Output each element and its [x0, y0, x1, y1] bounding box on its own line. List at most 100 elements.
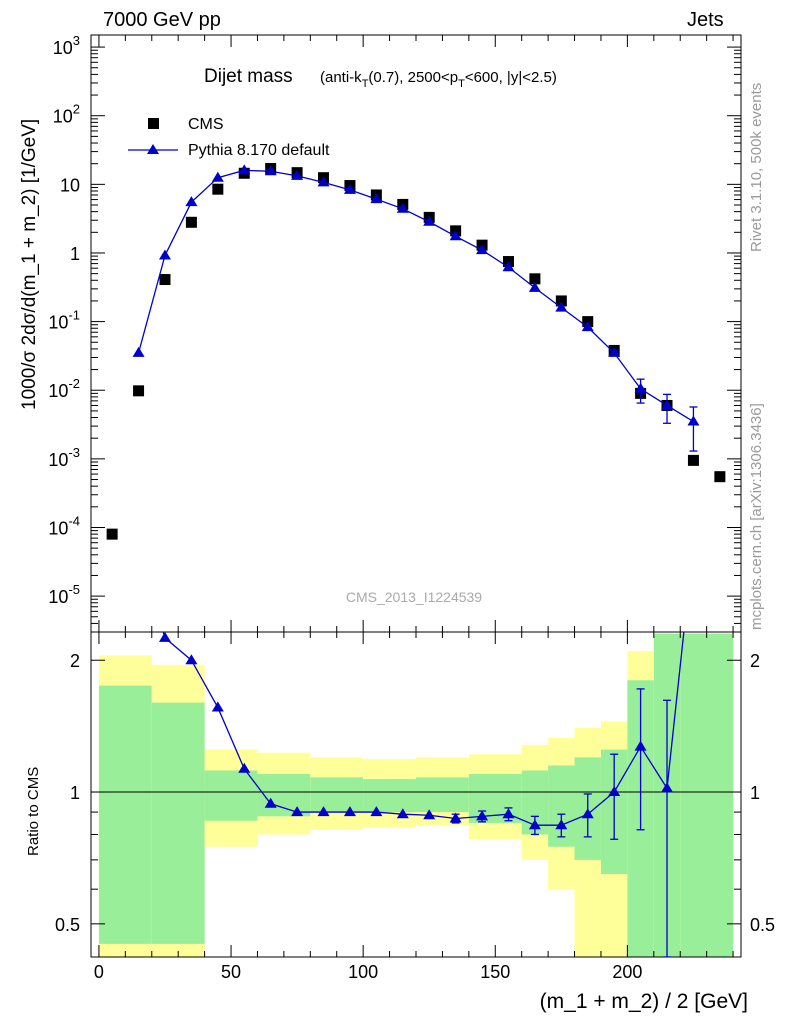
cms-data-point [212, 183, 224, 195]
side-label-version: Rivet 3.1.10, 500k events [748, 82, 765, 252]
legend-label-cms: CMS [188, 116, 224, 133]
band-inner-bin [416, 777, 469, 813]
legend: CMS Pythia 8.170 default [128, 116, 330, 159]
side-label-source: mcplots.cern.ch [arXiv:1306.3436] [748, 403, 765, 630]
x-tick-label: 200 [612, 962, 642, 982]
pythia-line [137, 169, 694, 423]
pythia-data-point [396, 202, 409, 213]
y-tick-label: 10-5 [48, 582, 80, 607]
ratio-data-point [555, 819, 568, 830]
pythia-data-point [423, 215, 436, 226]
pythia-data-point [132, 346, 145, 357]
y-tick-label: 10-1 [48, 308, 80, 333]
pythia-data-point [555, 301, 568, 312]
pythia-data-point [370, 193, 383, 204]
y-tick-label: 102 [53, 102, 80, 127]
legend-label-pythia: Pythia 8.170 default [188, 142, 330, 159]
ratio-data-point [449, 812, 462, 823]
ratio-data-point [370, 806, 383, 817]
y-tick-label: 10-2 [48, 376, 80, 401]
ratio-data-point [238, 762, 251, 773]
band-inner-bin [310, 777, 364, 813]
x-axis-label: (m_1 + m_2) / 2 [GeV] [540, 990, 748, 1013]
pythia-data-point [502, 261, 515, 272]
pythia-data-point [238, 164, 251, 175]
ratio-data-point [396, 808, 409, 819]
cms-data-point [687, 454, 699, 466]
ratio-y-tick-label: 0.5 [55, 915, 80, 935]
chart-subtitle: (anti-kT(0.7), 2500<pT<600, |y|<2.5) [320, 69, 557, 90]
pythia-data-point [581, 321, 594, 332]
ratio-data-point [608, 786, 621, 797]
pythia-data-point [291, 169, 304, 180]
ratio-y-tick-label-right: 0.5 [750, 915, 775, 935]
ratio-data-point [343, 806, 356, 817]
band-inner-bin [680, 633, 734, 957]
cms-data-point [133, 385, 145, 397]
ratio-data-point [581, 808, 594, 819]
y-tick-label: 10-4 [48, 513, 80, 538]
band-inner-bin [98, 685, 152, 944]
legend-marker-pythia [147, 144, 159, 154]
pythia-data-point [343, 183, 356, 194]
ratio-data-point [502, 808, 515, 819]
ratio-y-tick-label-right: 1 [750, 783, 760, 803]
legend-marker-cms [148, 118, 159, 129]
pythia-data-point [185, 196, 198, 207]
pythia-data-point [687, 415, 700, 426]
ratio-y-tick-label: 2 [70, 651, 80, 671]
x-tick-label: 150 [480, 962, 510, 982]
pythia-data-point [661, 399, 674, 410]
pythia-data-point [634, 382, 647, 393]
pythia-data-point [158, 249, 171, 260]
band-inner-bin [204, 770, 258, 821]
y-tick-label: 1 [70, 244, 80, 264]
x-tick-label: 50 [221, 962, 241, 982]
main-y-axis-label: 1000/σ 2dσ/d(m_1 + m_2) [1/GeV] [19, 119, 40, 410]
cms-data-point [714, 471, 726, 483]
cms-data-point [555, 295, 567, 307]
ratio-data-point [317, 806, 330, 817]
ratio-data-point [158, 632, 171, 642]
pythia-data-point [317, 176, 330, 187]
band-inner-bin [257, 773, 311, 817]
header-right: Jets [687, 9, 724, 31]
x-tick-label: 100 [348, 962, 378, 982]
y-tick-label: 10-3 [48, 445, 80, 470]
y-tick-label: 103 [53, 33, 80, 58]
pythia-data-point [449, 230, 462, 241]
tick-labels: 0 50 100 150 20010-510-410-310-210-111010210… [48, 33, 775, 982]
cms-data-point [529, 273, 541, 285]
band-inner-bin [151, 702, 205, 944]
chart-title: Dijet mass [204, 66, 293, 87]
ratio-data-point [211, 701, 224, 712]
watermark: CMS_2013_I1224539 [346, 589, 482, 605]
ratio-data-point [687, 537, 699, 547]
pythia-data-point [476, 244, 489, 255]
ratio-data-point [291, 806, 304, 817]
ratio-y-tick-label-right: 2 [750, 651, 760, 671]
ratio-series [133, 537, 699, 957]
ratio-data-point [634, 740, 647, 751]
ratio-data-point [185, 654, 198, 665]
pythia-data-point [528, 281, 541, 292]
data-marks [106, 163, 726, 957]
ratio-data-point [661, 782, 674, 793]
ratio-y-axis-label: Ratio to CMS [25, 767, 42, 856]
pythia-data-point [211, 171, 224, 182]
x-tick-label: 0 [94, 962, 104, 982]
ratio-uncertainty-bands [98, 633, 734, 957]
y-tick-label: 10 [60, 175, 80, 195]
header-left: 7000 GeV pp [103, 9, 221, 31]
cms-data-point [185, 216, 197, 228]
cms-data-point [106, 528, 118, 540]
ratio-y-tick-label: 1 [70, 783, 80, 803]
ratio-data-point [133, 542, 145, 552]
pythia-data-point [608, 346, 621, 357]
ratio-data-point [264, 797, 277, 808]
ratio-line [162, 632, 685, 826]
ratio-data-point [423, 809, 436, 820]
axis-ticks [91, 35, 741, 957]
ratio-data-point [528, 819, 541, 830]
